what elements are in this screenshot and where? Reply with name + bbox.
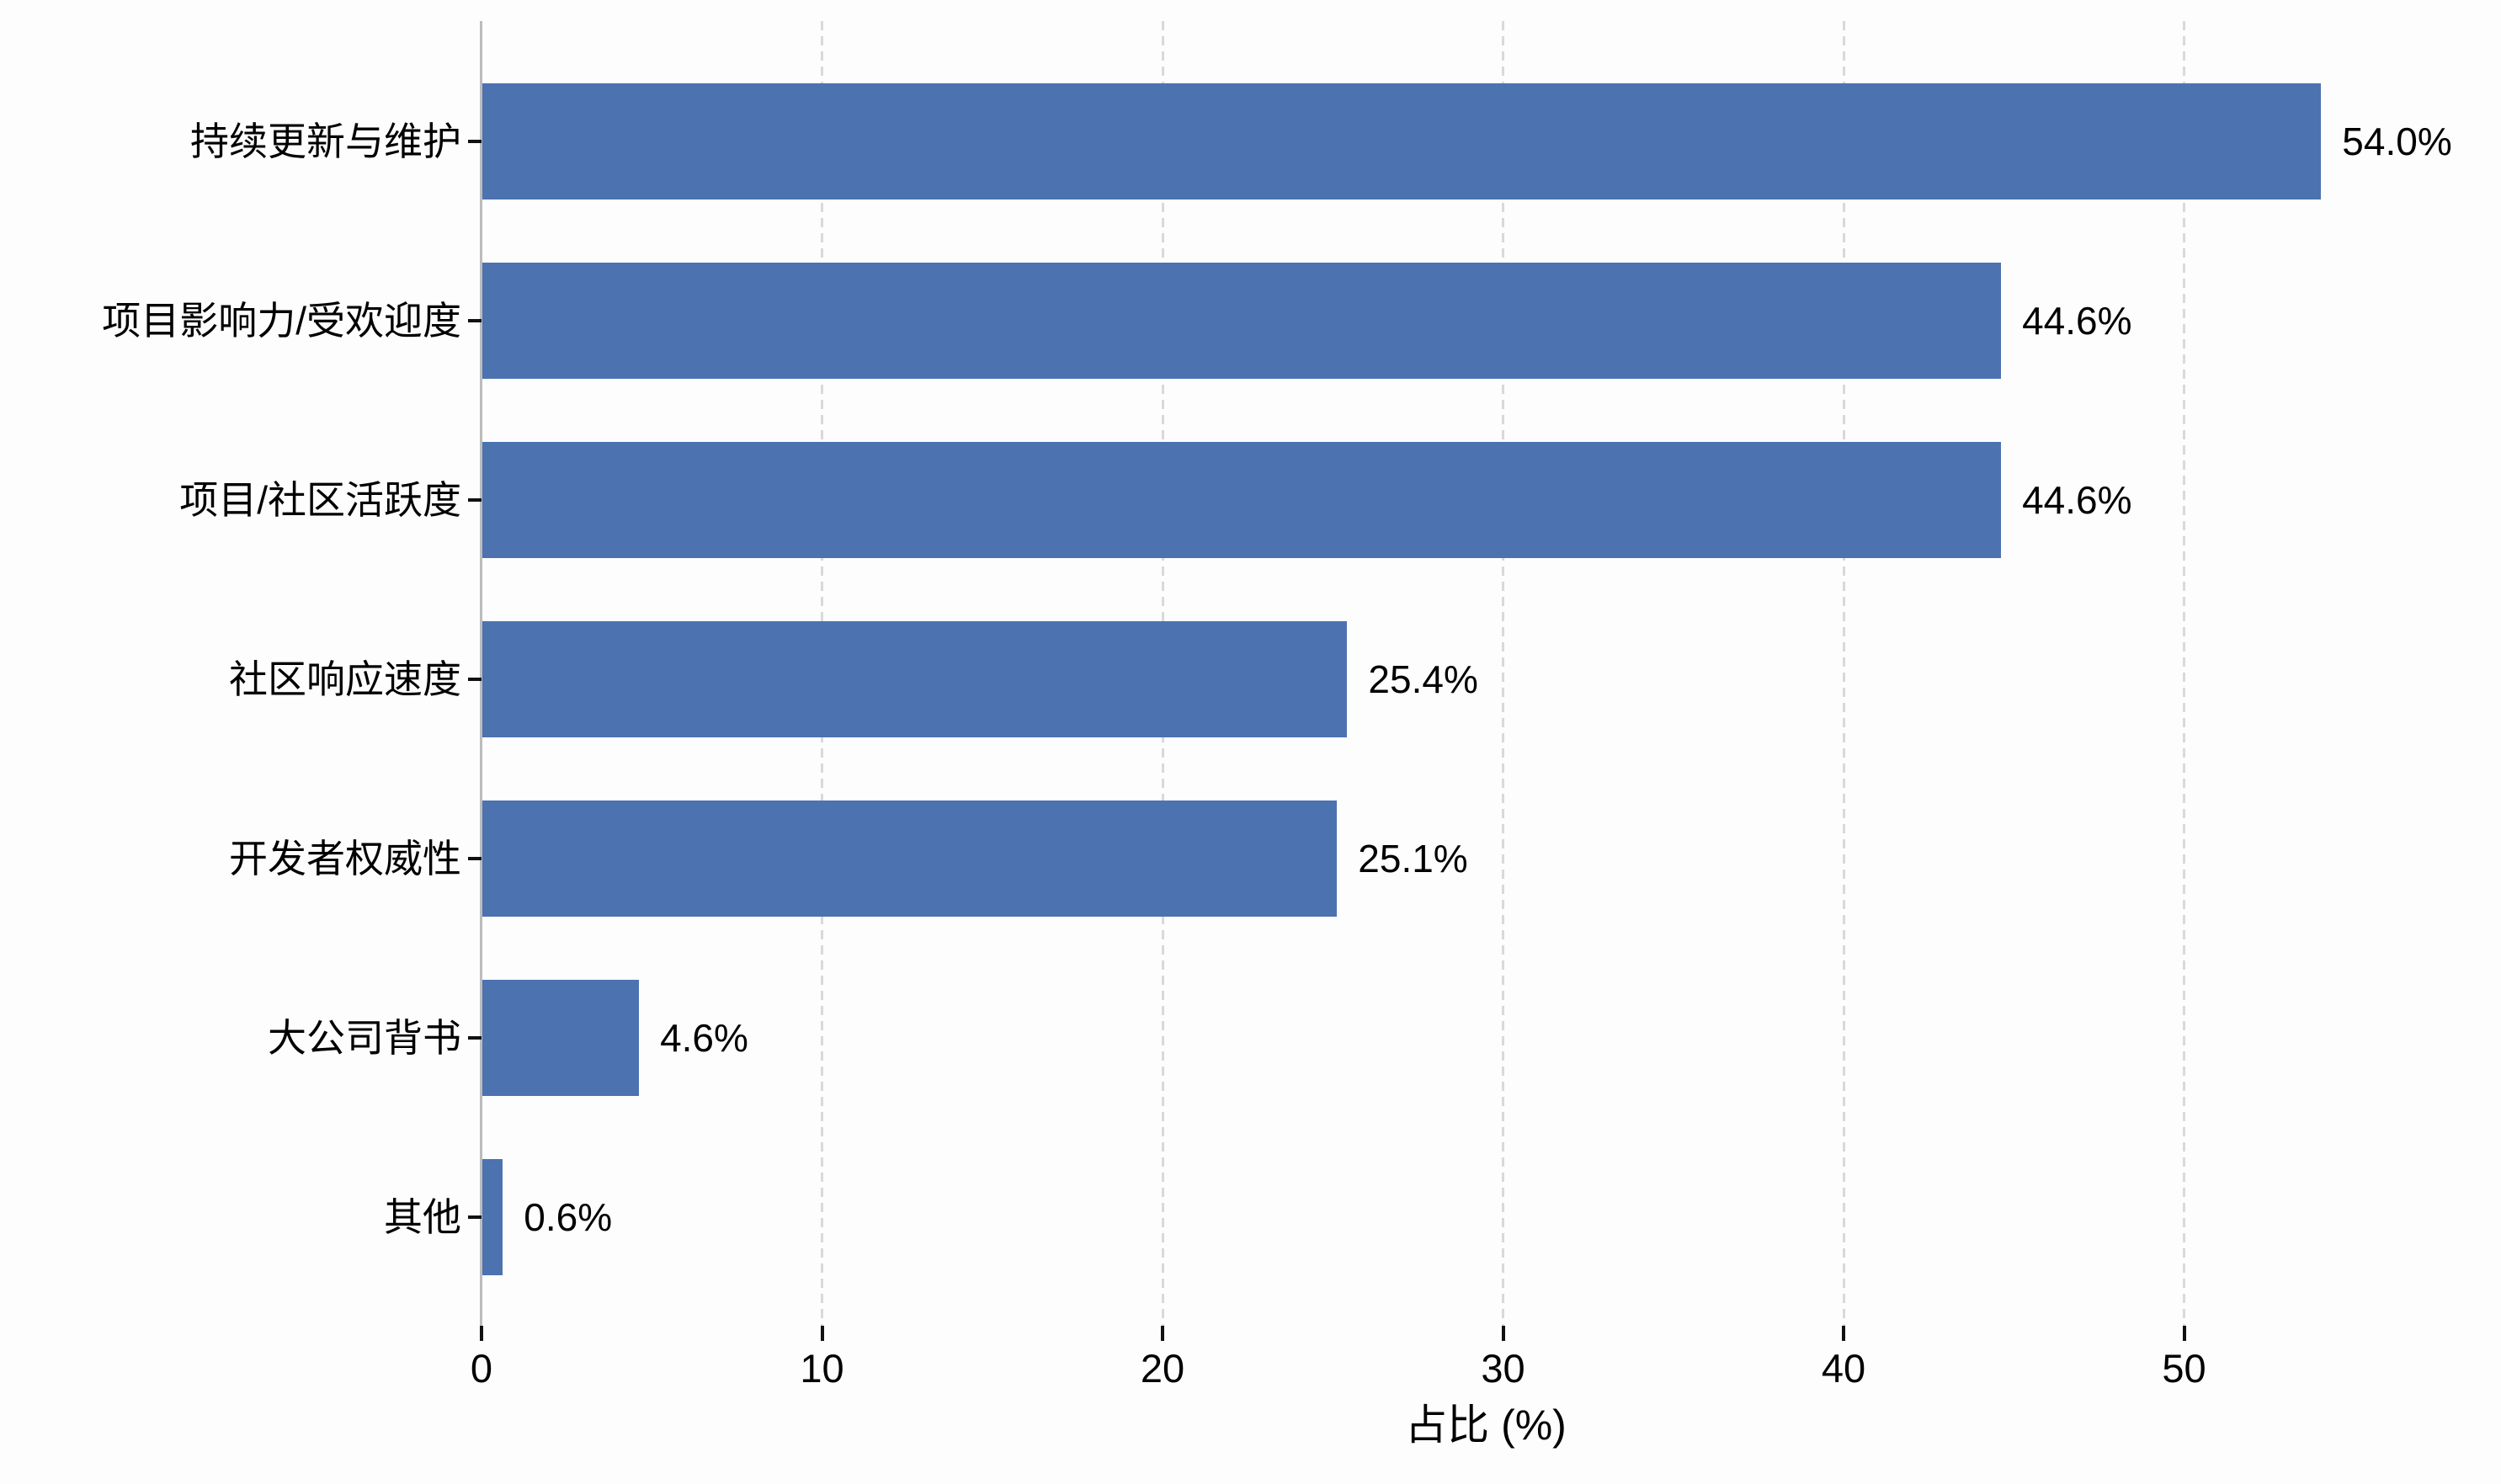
y-axis-tick [468, 678, 482, 681]
y-axis-tick [468, 857, 482, 860]
category-label: 社区响应速度 [229, 657, 461, 701]
gridline [1842, 21, 1845, 1326]
gridline [2183, 21, 2185, 1326]
value-label: 25.4% [1368, 657, 1478, 701]
y-axis-tick [468, 1036, 482, 1040]
y-axis-tick [468, 1215, 482, 1219]
x-tick-label: 0 [470, 1346, 493, 1391]
bar [482, 1159, 503, 1275]
y-axis-spine [480, 21, 482, 1326]
category-label: 项目/社区活跃度 [179, 478, 461, 522]
bar [482, 801, 1338, 917]
x-tick-label: 30 [1481, 1346, 1525, 1391]
category-label: 项目影响力/受欢迎度 [102, 299, 461, 343]
y-axis-tick [468, 498, 482, 502]
y-axis-tick [468, 140, 482, 143]
bar [482, 621, 1348, 737]
x-tick-label: 10 [800, 1346, 844, 1391]
x-axis-tick [2182, 1326, 2186, 1341]
value-label: 54.0% [2342, 120, 2452, 163]
x-axis-title: 占比 (%) [1405, 1402, 1567, 1449]
category-label: 持续更新与维护 [190, 120, 461, 163]
x-axis-tick [1501, 1326, 1505, 1341]
bar [482, 442, 2002, 558]
x-axis-tick [820, 1326, 824, 1341]
value-label: 0.6% [524, 1195, 613, 1239]
category-label: 大公司背书 [268, 1016, 461, 1060]
x-axis-tick [1842, 1326, 1845, 1341]
bar [482, 980, 640, 1096]
value-label: 4.6% [660, 1016, 748, 1060]
gridline [1502, 21, 1504, 1326]
x-tick-label: 20 [1140, 1346, 1185, 1391]
x-axis-tick [1161, 1326, 1164, 1341]
y-axis-tick [468, 319, 482, 322]
x-axis-tick [480, 1326, 483, 1341]
bar [482, 263, 2002, 379]
category-label: 开发者权威性 [229, 837, 461, 880]
x-tick-label: 50 [2162, 1346, 2206, 1391]
category-label: 其他 [384, 1195, 461, 1239]
x-tick-label: 40 [1821, 1346, 1866, 1391]
value-label: 44.6% [2022, 299, 2132, 343]
value-label: 25.1% [1358, 837, 1468, 880]
bar [482, 83, 2322, 199]
value-label: 44.6% [2022, 478, 2132, 522]
